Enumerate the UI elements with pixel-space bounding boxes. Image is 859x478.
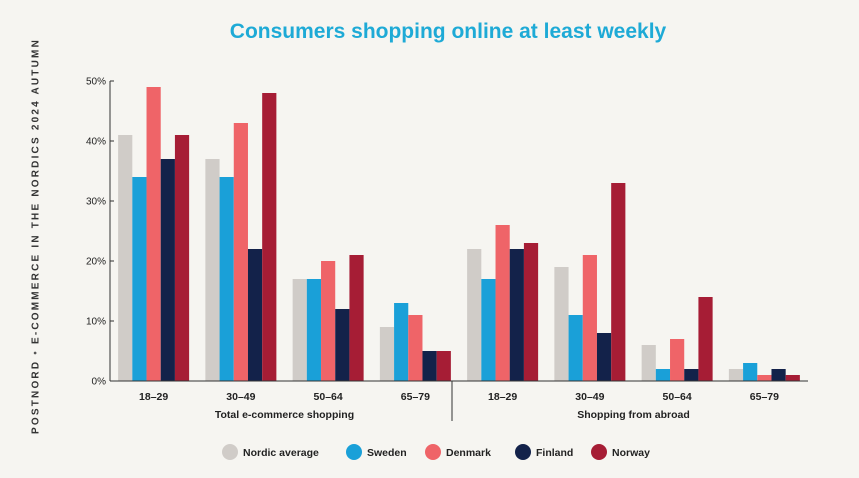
x-tick-label: 18–29: [488, 391, 517, 403]
bar-denmark: [233, 123, 248, 381]
bar-denmark: [408, 315, 423, 381]
bar-finland: [684, 369, 699, 381]
legend-swatch: [346, 444, 362, 460]
bar-norway: [698, 297, 713, 381]
legend-swatch: [425, 444, 441, 460]
y-tick-label: 50%: [86, 77, 106, 88]
legend-label: Sweden: [367, 447, 407, 459]
bar-norway: [611, 183, 626, 381]
x-tick-label: 30–49: [575, 391, 604, 403]
bar-nordic-average: [641, 345, 656, 381]
y-tick-label: 40%: [86, 137, 106, 148]
bar-denmark: [321, 261, 336, 381]
bar-nordic-average: [379, 327, 395, 381]
legend-swatch: [515, 444, 531, 460]
bar-nordic-average: [118, 135, 133, 381]
bar-denmark: [670, 339, 685, 381]
x-tick-label: 65–79: [750, 391, 779, 403]
x-tick-label: 18–29: [139, 391, 168, 403]
bar-norway: [523, 243, 539, 381]
bar-sweden: [568, 315, 583, 381]
x-tick-label: 30–49: [226, 391, 255, 403]
bar-norway: [349, 255, 364, 381]
bar-sweden: [481, 279, 496, 381]
bar-nordic-average: [728, 369, 744, 381]
bar-finland: [596, 333, 612, 381]
bar-finland: [160, 159, 175, 381]
bar-denmark: [495, 225, 510, 381]
group-label: Shopping from abroad: [577, 409, 690, 421]
y-tick-label: 20%: [86, 257, 106, 268]
bar-finland: [509, 249, 524, 381]
chart-title: Consumers shopping online at least weekl…: [229, 20, 667, 43]
legend-label: Denmark: [446, 447, 491, 459]
legend-label: Norway: [612, 447, 650, 459]
bar-norway: [436, 351, 451, 381]
x-tick-label: 50–64: [663, 391, 692, 403]
bar-sweden: [132, 177, 147, 381]
legend-label: Nordic average: [243, 447, 319, 459]
x-tick-label: 50–64: [314, 391, 343, 403]
bar-nordic-average: [205, 159, 220, 381]
bar-sweden: [394, 303, 409, 381]
x-tick-label: 65–79: [401, 391, 430, 403]
bar-norway: [785, 375, 800, 381]
bar-sweden: [655, 369, 671, 381]
bar-nordic-average: [292, 279, 307, 381]
y-tick-label: 0%: [92, 377, 107, 388]
y-tick-label: 10%: [86, 317, 106, 328]
bar-norway: [262, 93, 277, 381]
bar-nordic-average: [467, 249, 482, 381]
bar-finland: [247, 249, 263, 381]
y-tick-label: 30%: [86, 197, 106, 208]
bar-denmark: [582, 255, 597, 381]
bar-sweden: [219, 177, 234, 381]
bar-finland: [771, 369, 786, 381]
bar-denmark: [146, 87, 161, 381]
bar-sweden: [743, 363, 758, 381]
legend-swatch: [222, 444, 238, 460]
legend-swatch: [591, 444, 607, 460]
bar-finland: [422, 351, 437, 381]
bar-sweden: [306, 279, 322, 381]
bar-denmark: [757, 375, 772, 381]
legend-label: Finland: [536, 447, 573, 459]
bar-nordic-average: [554, 267, 569, 381]
group-label: Total e-commerce shopping: [215, 409, 354, 421]
bar-norway: [174, 135, 190, 381]
bar-finland: [335, 309, 350, 381]
